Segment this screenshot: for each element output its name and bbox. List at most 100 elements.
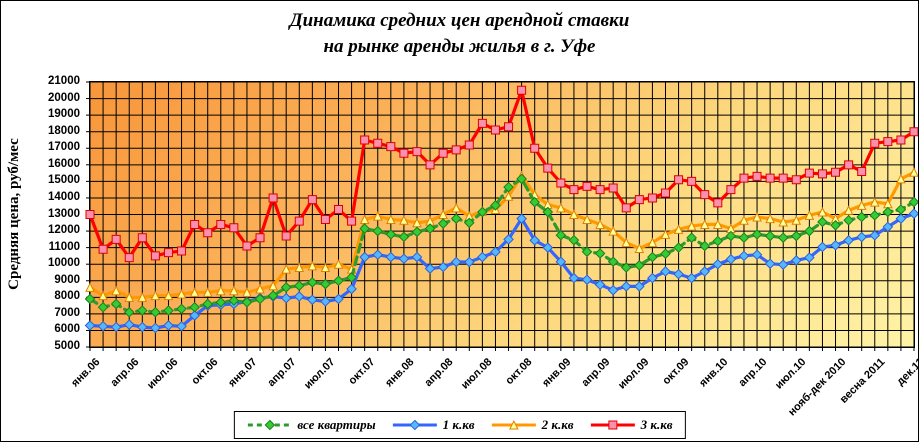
data-point-marker	[791, 215, 802, 225]
data-point-marker	[280, 282, 292, 293]
data-point-marker	[620, 281, 632, 292]
y-axis-title: Средняя цена, руб/мес	[6, 137, 22, 290]
data-point-marker	[568, 234, 580, 246]
data-point-marker	[450, 213, 462, 224]
data-point-marker	[424, 223, 436, 234]
data-point-marker	[110, 321, 122, 333]
data-point-marker	[556, 202, 566, 213]
data-point-marker	[307, 260, 318, 271]
data-point-marker	[229, 285, 239, 296]
data-point-marker	[543, 163, 553, 173]
data-point-marker	[634, 243, 645, 253]
data-point-marker	[477, 206, 488, 218]
data-point-marker	[608, 183, 618, 193]
data-point-marker	[517, 85, 527, 95]
data-point-marker	[699, 240, 711, 252]
y-tick-label: 14000	[48, 190, 80, 203]
data-point-marker	[490, 125, 500, 135]
data-point-marker	[804, 225, 815, 237]
data-point-marker	[508, 419, 519, 430]
data-point-marker	[176, 320, 187, 332]
data-point-marker	[504, 122, 514, 132]
data-point-marker	[385, 251, 397, 263]
data-point-marker	[778, 216, 789, 227]
data-point-marker	[660, 266, 671, 277]
data-point-marker	[85, 210, 95, 219]
data-point-marker	[98, 290, 108, 301]
data-point-marker	[307, 294, 318, 306]
data-point-marker	[242, 287, 252, 297]
data-point-marker	[359, 251, 370, 263]
data-point-marker	[542, 206, 554, 218]
data-point-marker	[908, 196, 918, 208]
data-point-marker	[870, 138, 880, 148]
data-point-marker	[320, 278, 331, 290]
data-point-marker	[660, 229, 671, 239]
data-point-marker	[503, 181, 514, 193]
data-point-marker	[98, 244, 108, 254]
data-point-marker	[412, 147, 422, 157]
data-point-marker	[856, 200, 867, 210]
legend-label: 3 к.кв	[640, 417, 673, 432]
data-point-marker	[463, 256, 475, 268]
data-point-marker	[857, 166, 867, 176]
data-point-marker	[700, 190, 710, 200]
y-tick-label: 5000	[54, 340, 80, 352]
y-tick-label: 21000	[48, 75, 80, 87]
data-point-marker	[674, 175, 684, 185]
data-point-marker	[830, 239, 841, 251]
data-point-marker	[360, 135, 370, 145]
y-tick-label: 6000	[54, 323, 80, 336]
data-point-marker	[503, 191, 514, 201]
data-point-marker	[595, 185, 605, 195]
chart-title-line2: на рынке аренды жилья в г. Уфе	[323, 36, 596, 57]
data-point-marker	[264, 419, 275, 431]
data-point-marker	[189, 301, 200, 313]
legend-swatch-all-flats	[247, 419, 292, 431]
legend-swatch-2-room	[491, 419, 536, 430]
chart-title: Динамика средних цен арендной ставки на …	[1, 8, 918, 60]
data-point-marker	[110, 298, 122, 310]
data-point-marker	[438, 148, 448, 158]
data-point-marker	[751, 249, 763, 261]
data-point-marker	[594, 248, 606, 259]
data-point-marker	[909, 167, 918, 177]
data-point-marker	[607, 284, 619, 296]
data-point-marker	[594, 279, 606, 291]
data-point-marker	[529, 196, 541, 208]
data-point-marker	[307, 277, 318, 288]
data-point-marker	[634, 195, 644, 205]
data-point-marker	[712, 235, 724, 247]
data-point-marker	[869, 210, 881, 221]
data-point-marker	[411, 251, 423, 263]
data-point-marker	[437, 218, 449, 229]
data-point-marker	[280, 292, 292, 304]
legend: все квартиры 1 к.кв 2 к.кв 3 к.кв	[233, 411, 686, 439]
data-point-marker	[556, 178, 566, 188]
data-point-marker	[581, 246, 593, 258]
data-point-marker	[647, 272, 658, 284]
data-point-marker	[856, 211, 867, 223]
data-point-marker	[320, 296, 331, 307]
legend-item-1-room: 1 к.кв	[392, 417, 475, 433]
chart-title-line1: Динамика средних цен арендной ставки	[289, 10, 630, 31]
data-point-marker	[634, 260, 645, 271]
data-point-marker	[281, 231, 291, 241]
data-point-marker	[176, 288, 187, 299]
y-tick-label: 18000	[48, 124, 80, 137]
data-point-marker	[778, 173, 788, 183]
data-point-marker	[320, 214, 330, 224]
data-point-marker	[673, 242, 684, 253]
data-point-marker	[739, 215, 749, 225]
data-point-marker	[359, 223, 370, 234]
data-point-marker	[254, 293, 266, 305]
data-point-marker	[804, 210, 815, 220]
plot-canvas	[84, 81, 918, 351]
data-point-marker	[97, 320, 109, 332]
data-point-marker	[124, 253, 134, 263]
y-tick-label: 9000	[54, 273, 80, 286]
data-point-marker	[777, 259, 789, 270]
data-point-marker	[909, 127, 918, 137]
legend-item-2-room: 2 к.кв	[491, 417, 574, 433]
data-point-marker	[660, 188, 670, 198]
